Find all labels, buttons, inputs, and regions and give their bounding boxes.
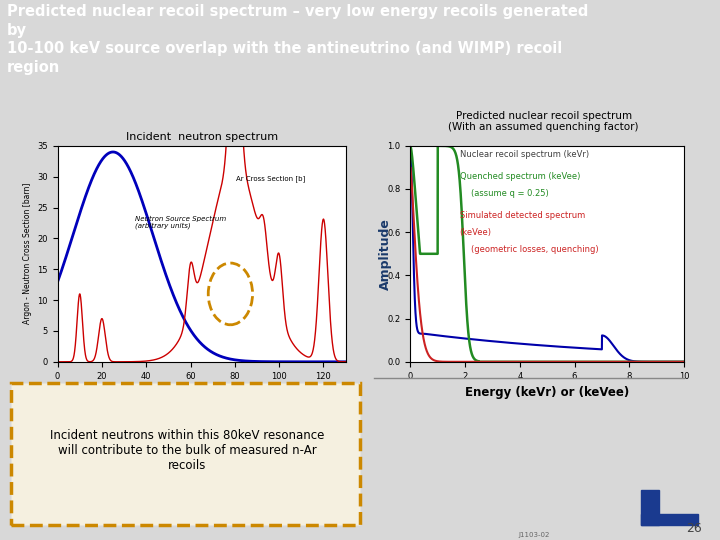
Text: Ar Cross Section [b]: Ar Cross Section [b] [236, 176, 305, 182]
Text: Amplitude: Amplitude [379, 218, 392, 290]
Text: Quenched spectrum (keVee): Quenched spectrum (keVee) [459, 172, 580, 181]
Text: 26: 26 [686, 522, 702, 535]
Text: Neutron Source Spectrum
(arbitrary units): Neutron Source Spectrum (arbitrary units… [135, 215, 227, 230]
Text: (keVee): (keVee) [459, 228, 492, 237]
Text: Incident neutrons within this 80keV resonance
will contribute to the bulk of mea: Incident neutrons within this 80keV reso… [50, 429, 325, 472]
Title: Incident  neutron spectrum: Incident neutron spectrum [125, 132, 278, 142]
Bar [641, 490, 659, 525]
Text: Predicted nuclear recoil spectrum – very low energy recoils generated
by
10-100 : Predicted nuclear recoil spectrum – very… [7, 4, 588, 75]
FancyBboxPatch shape [11, 382, 360, 525]
Text: J1103-02: J1103-02 [518, 532, 550, 538]
Text: (assume q = 0.25): (assume q = 0.25) [471, 189, 549, 198]
X-axis label: Energy (keVr) or (keVee): Energy (keVr) or (keVee) [465, 386, 629, 399]
Text: Predicted nuclear recoil spectrum
(With an assumed quenching factor): Predicted nuclear recoil spectrum (With … [449, 111, 639, 132]
X-axis label: Neutron Kinetic Energy [keV]: Neutron Kinetic Energy [keV] [127, 386, 276, 395]
Text: Nuclear recoil spectrum (keVr): Nuclear recoil spectrum (keVr) [459, 150, 589, 159]
Text: (geometric losses, quenching): (geometric losses, quenching) [471, 245, 598, 254]
Text: Simulated detected spectrum: Simulated detected spectrum [459, 211, 585, 220]
Y-axis label: Argon - Neutron Cross Section [barn]: Argon - Neutron Cross Section [barn] [23, 183, 32, 325]
Bar [641, 514, 698, 525]
